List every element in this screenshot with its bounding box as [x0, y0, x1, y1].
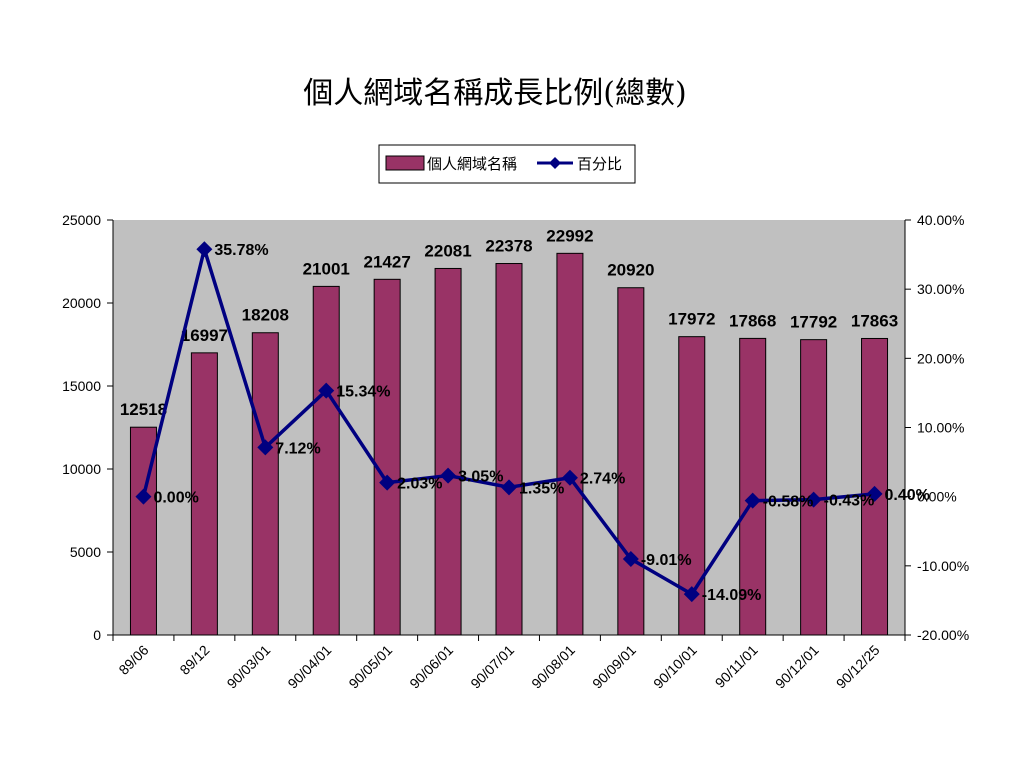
percent-value-label: 0.40% [885, 487, 930, 504]
bar [312, 285, 340, 636]
percent-value-label: 0.00% [153, 490, 198, 507]
legend-label-line: 百分比 [577, 156, 622, 173]
percent-marker [744, 492, 761, 509]
percent-value-label: 7.12% [275, 440, 320, 457]
percent-value-label: -0.58% [763, 494, 814, 511]
y-right-tick-label: 40.00% [917, 212, 964, 228]
bar [556, 252, 584, 636]
bar [800, 339, 828, 636]
legend-label-bars: 個人網域名稱 [427, 156, 517, 173]
y-left-tick-label: 15000 [62, 378, 101, 394]
percent-value-label: 3.05% [458, 469, 503, 486]
legend: 個人網域名稱 百分比 [378, 144, 636, 184]
bar-value-label: 17868 [729, 311, 776, 330]
bar-value-label: 21427 [364, 252, 411, 271]
bar [678, 336, 706, 636]
percent-marker [440, 467, 457, 484]
legend-marker-icon [549, 157, 561, 169]
percent-value-label: 15.34% [336, 384, 390, 401]
percent-marker [866, 485, 883, 502]
y-left-tick-label: 10000 [62, 461, 101, 477]
bar-value-label: 22378 [485, 237, 532, 256]
x-tick-label: 90/03/01 [224, 642, 274, 692]
bar-value-label: 22992 [546, 226, 593, 245]
bar [434, 267, 462, 636]
legend-bar-swatch [385, 155, 425, 171]
bar-value-labels: 12518 16997 18208 21001 21427 22081 22378 22992… [120, 226, 898, 419]
bar-value-label: 22081 [424, 241, 471, 260]
x-tick-label: 90/12/25 [833, 642, 883, 692]
percent-value-label: -14.09% [702, 587, 762, 604]
bar [617, 287, 645, 636]
percent-marker [318, 382, 335, 399]
percent-marker [196, 241, 213, 258]
percent-marker [257, 439, 274, 456]
y-left-tick-label: 5000 [70, 544, 101, 560]
x-tick-label: 90/10/01 [650, 642, 700, 692]
percent-value-label: -0.43% [824, 493, 875, 510]
percent-value-label: 35.78% [214, 242, 268, 259]
y-left-tick-label: 0 [93, 627, 101, 643]
percent-value-label: 2.03% [397, 476, 442, 493]
percent-marker [379, 474, 396, 491]
x-tick-label: 90/07/01 [467, 642, 517, 692]
y-left-tick-label: 20000 [62, 295, 101, 311]
chart-title: 個人網域名稱成長比例(總數) [303, 76, 686, 111]
percent-marker [683, 586, 700, 603]
x-tick-label: 90/09/01 [589, 642, 639, 692]
percent-value-label: 2.74% [580, 471, 625, 488]
x-tick-label: 89/06 [115, 642, 151, 678]
percent-marker [622, 550, 639, 567]
percent-marker [805, 491, 822, 508]
y-right-tick-label: -10.00% [917, 558, 969, 574]
bar-value-label: 21001 [303, 259, 350, 278]
percent-series [135, 241, 883, 603]
percent-marker [135, 488, 152, 505]
x-tick-label: 90/05/01 [345, 642, 395, 692]
bar-value-label: 17972 [668, 310, 715, 329]
percent-value-label: -9.01% [641, 552, 692, 569]
bar-value-label: 18208 [242, 306, 289, 325]
percent-value-labels: 0.00% 35.78% 7.12% 15.34% 2.03% 3.05% 1.35% 2.7… [153, 242, 929, 604]
bar-value-label: 17792 [790, 313, 837, 332]
percent-marker [501, 479, 517, 496]
x-tick-label: 89/12 [176, 642, 212, 678]
bar [251, 332, 279, 636]
y-right-tick-label: 0.00% [917, 489, 957, 505]
x-tick-label: 90/11/01 [712, 642, 761, 691]
x-tick-label: 90/06/01 [406, 642, 456, 692]
x-tick-label: 90/04/01 [285, 642, 335, 692]
y-right-tick-label: 30.00% [917, 281, 964, 297]
y-right-tick-label: -20.00% [917, 627, 969, 643]
bar [190, 352, 218, 636]
y-right-tick-label: 10.00% [917, 420, 964, 436]
y-right-tick-label: 20.00% [917, 350, 964, 366]
percent-marker [561, 469, 578, 486]
bar-value-label: 12518 [120, 400, 167, 419]
y-left-tick-label: 25000 [62, 212, 101, 228]
bar-value-label: 17863 [851, 311, 898, 330]
bar [495, 263, 523, 636]
bar-value-label: 16997 [181, 326, 228, 345]
bar [373, 278, 401, 636]
x-tick-label: 90/12/01 [772, 642, 822, 692]
bar-value-label: 20920 [607, 261, 654, 280]
percent-value-label: 1.35% [519, 480, 564, 497]
x-tick-label: 90/08/01 [528, 642, 578, 692]
